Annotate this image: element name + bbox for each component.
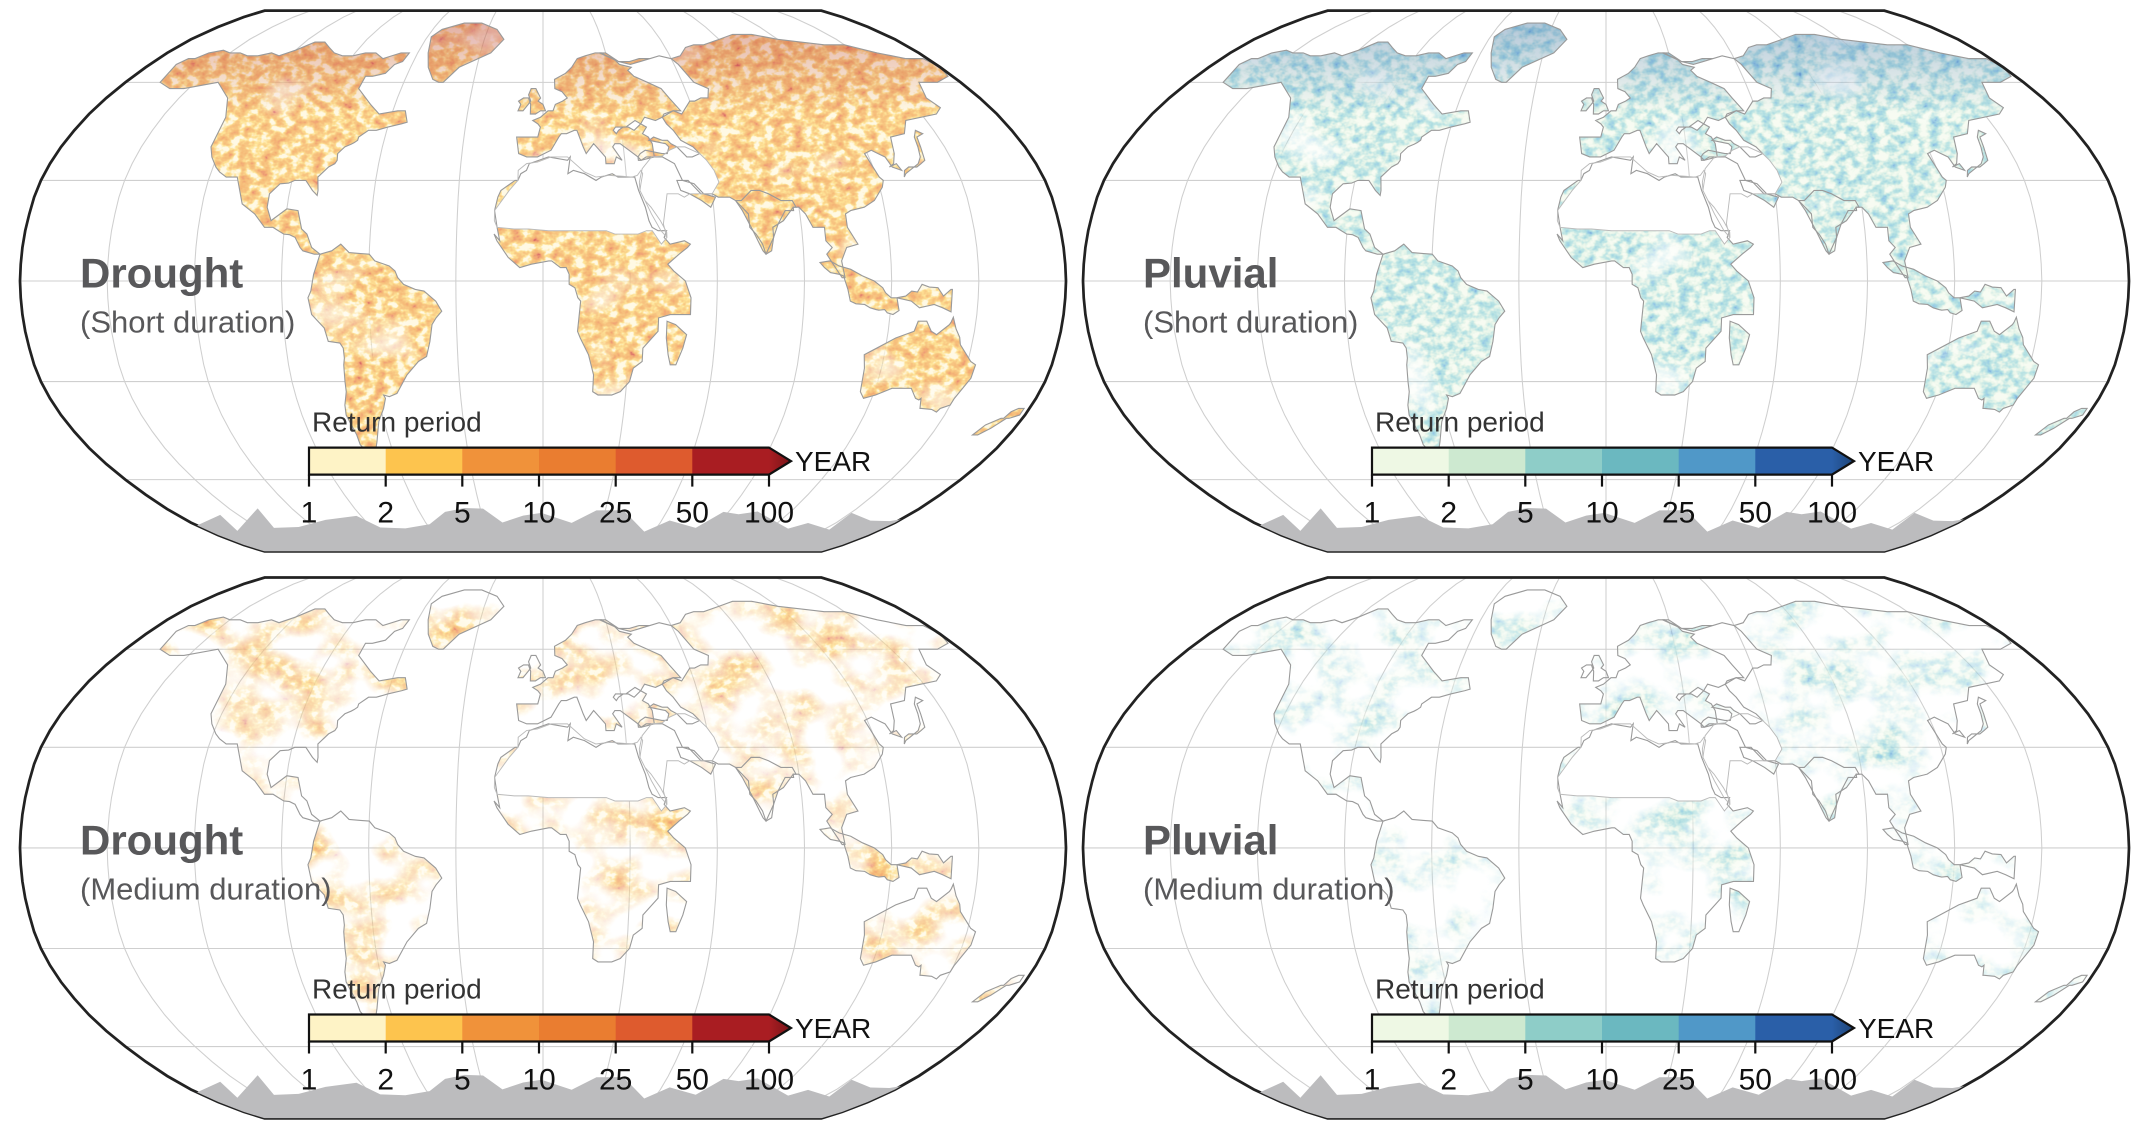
svg-text:50: 50 bbox=[1739, 497, 1772, 530]
svg-text:Return period: Return period bbox=[312, 974, 482, 1005]
svg-text:10: 10 bbox=[522, 1064, 555, 1097]
svg-text:50: 50 bbox=[676, 1064, 709, 1097]
svg-text:(Short duration): (Short duration) bbox=[80, 305, 295, 340]
svg-text:Pluvial: Pluvial bbox=[1143, 250, 1278, 297]
svg-text:2: 2 bbox=[1440, 1064, 1457, 1097]
svg-text:100: 100 bbox=[744, 1064, 794, 1097]
svg-text:2: 2 bbox=[1440, 497, 1457, 530]
svg-text:25: 25 bbox=[1662, 497, 1695, 530]
svg-text:(Medium duration): (Medium duration) bbox=[80, 872, 332, 907]
svg-text:YEAR: YEAR bbox=[1858, 1013, 1934, 1044]
svg-text:1: 1 bbox=[1364, 497, 1381, 530]
svg-text:10: 10 bbox=[522, 497, 555, 530]
svg-text:Drought: Drought bbox=[80, 250, 243, 297]
svg-text:25: 25 bbox=[599, 1064, 632, 1097]
svg-text:10: 10 bbox=[1585, 497, 1618, 530]
svg-text:(Medium duration): (Medium duration) bbox=[1143, 872, 1395, 907]
svg-text:50: 50 bbox=[676, 497, 709, 530]
svg-text:5: 5 bbox=[1517, 497, 1534, 530]
svg-text:1: 1 bbox=[301, 497, 318, 530]
svg-text:100: 100 bbox=[744, 497, 794, 530]
svg-text:2: 2 bbox=[377, 1064, 394, 1097]
svg-text:1: 1 bbox=[1364, 1064, 1381, 1097]
svg-text:100: 100 bbox=[1807, 1064, 1857, 1097]
svg-text:10: 10 bbox=[1585, 1064, 1618, 1097]
svg-text:2: 2 bbox=[377, 497, 394, 530]
svg-text:Return period: Return period bbox=[1375, 974, 1545, 1005]
svg-text:25: 25 bbox=[1662, 1064, 1695, 1097]
svg-text:Drought: Drought bbox=[80, 817, 243, 864]
svg-text:5: 5 bbox=[1517, 1064, 1534, 1097]
svg-text:50: 50 bbox=[1739, 1064, 1772, 1097]
svg-text:1: 1 bbox=[301, 1064, 318, 1097]
svg-text:5: 5 bbox=[454, 497, 471, 530]
svg-text:100: 100 bbox=[1807, 497, 1857, 530]
svg-text:(Short duration): (Short duration) bbox=[1143, 305, 1358, 340]
svg-text:YEAR: YEAR bbox=[795, 446, 871, 477]
svg-text:Return period: Return period bbox=[312, 407, 482, 438]
svg-text:25: 25 bbox=[599, 497, 632, 530]
svg-text:Pluvial: Pluvial bbox=[1143, 817, 1278, 864]
svg-text:YEAR: YEAR bbox=[795, 1013, 871, 1044]
svg-text:Return period: Return period bbox=[1375, 407, 1545, 438]
svg-text:YEAR: YEAR bbox=[1858, 446, 1934, 477]
svg-text:5: 5 bbox=[454, 1064, 471, 1097]
